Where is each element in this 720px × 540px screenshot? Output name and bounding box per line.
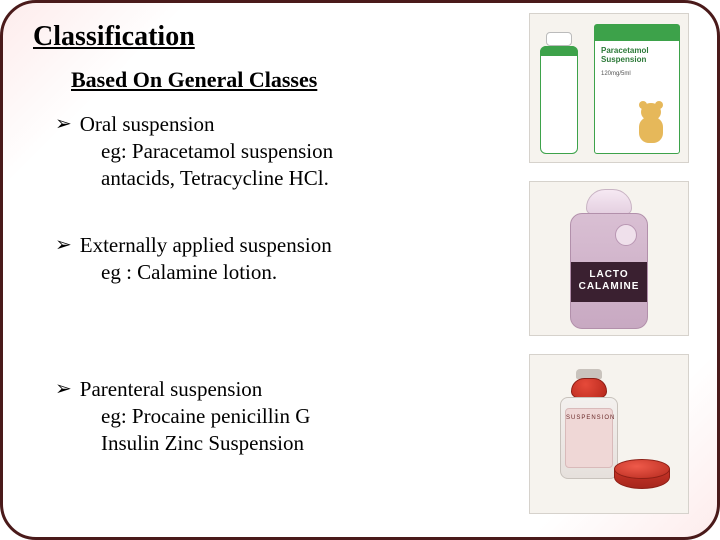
image-calamine: LACTO CALAMINE xyxy=(529,181,689,336)
brand-logo-icon xyxy=(615,224,637,246)
image-paracetamol: Paracetamol Suspension 120mg/5ml xyxy=(529,13,689,163)
image-parenteral: SUSPENSION xyxy=(529,354,689,514)
image-column: Paracetamol Suspension 120mg/5ml LACTO C… xyxy=(529,13,689,514)
red-cap-icon xyxy=(614,459,670,499)
carton-label-1: Paracetamol xyxy=(601,46,649,55)
vial-icon: SUSPENSION xyxy=(560,369,618,479)
calamine-bottle-icon: LACTO CALAMINE xyxy=(570,189,648,329)
vial-label: SUSPENSION xyxy=(565,408,613,468)
calamine-band-2: CALAMINE xyxy=(579,281,640,292)
carton-label-2: Suspension xyxy=(601,55,646,64)
teddy-bear-icon xyxy=(631,99,671,147)
carton-dose: 120mg/5ml xyxy=(601,71,631,77)
bullet-arrow-icon: ➢ xyxy=(55,376,72,403)
paracetamol-carton-icon: Paracetamol Suspension 120mg/5ml xyxy=(594,24,680,154)
bullet-arrow-icon: ➢ xyxy=(55,111,72,138)
bullet-arrow-icon: ➢ xyxy=(55,232,72,259)
calamine-band-1: LACTO xyxy=(589,269,628,280)
slide-frame: Classification Based On General Classes … xyxy=(0,0,720,540)
paracetamol-bottle-icon xyxy=(540,32,578,154)
